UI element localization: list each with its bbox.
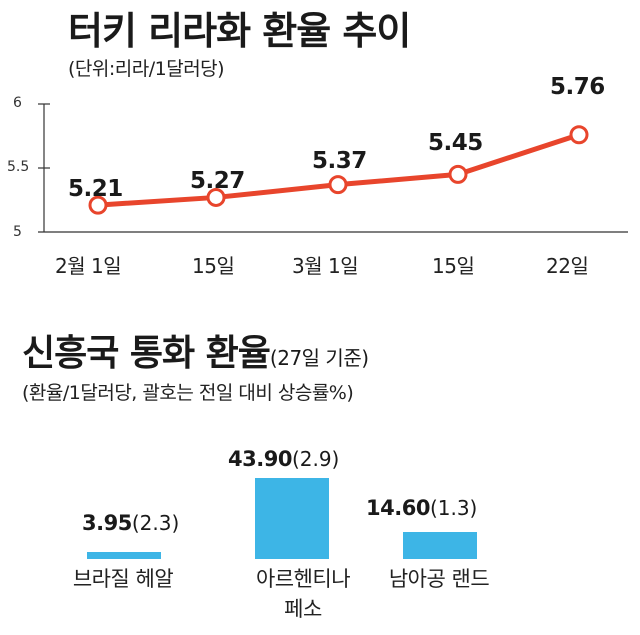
bar [403, 532, 477, 559]
data-point [328, 175, 348, 195]
bar-value: 14.60 [366, 496, 430, 520]
bar-value-label: 3.95(2.3) [82, 511, 179, 535]
bar-chart-basis: (27일 기준) [269, 346, 369, 370]
data-point [206, 187, 226, 207]
bar [87, 551, 161, 559]
data-point [88, 195, 108, 215]
category-line: 아르헨티나 [255, 567, 351, 591]
bar-category-label: 브라질 헤알 [40, 564, 206, 594]
bar-value: 3.95 [82, 511, 132, 535]
category-line: 페소 [284, 597, 322, 621]
category-line: 남아공 랜드 [388, 567, 490, 591]
bar-category-label: 아르헨티나 페소 [220, 564, 386, 624]
bar-chart-title: 신흥국 통화 환율(27일 기준) [22, 324, 369, 376]
y-tick-label: 6 [13, 95, 22, 111]
line-chart-title: 터키 리라화 환율 추이 [68, 9, 411, 53]
x-tick-label: 3월 1일 [292, 254, 359, 278]
x-tick-label: 15일 [192, 254, 235, 278]
bar-value: 43.90 [228, 447, 292, 471]
bar-category-label: 남아공 랜드 [356, 564, 522, 594]
bar-change: (2.3) [131, 511, 180, 535]
data-label: 5.45 [428, 130, 483, 156]
x-tick-label: 15일 [432, 254, 475, 278]
y-tick-label: 5.5 [7, 159, 30, 175]
data-point [569, 125, 589, 145]
x-tick-label: 2월 1일 [55, 254, 122, 278]
data-label: 5.27 [190, 168, 245, 194]
bar-chart-title-text: 신흥국 통화 환율 [22, 333, 271, 374]
data-label: 5.21 [68, 176, 123, 202]
bar-value-label: 43.90(2.9) [228, 447, 339, 471]
data-label: 5.37 [312, 148, 367, 174]
bar [255, 478, 329, 559]
bar-change: (2.9) [291, 447, 340, 471]
bar-value-label: 14.60(1.3) [366, 496, 477, 520]
x-tick-label: 22일 [546, 254, 589, 278]
category-line: 브라질 헤알 [72, 567, 174, 591]
bar-change: (1.3) [429, 496, 478, 520]
bar-chart-unit: (환율/1달러당, 괄호는 전일 대비 상승률%) [22, 382, 354, 404]
line-chart-unit: (단위:리라/1달러당) [68, 58, 225, 80]
data-label: 5.76 [550, 74, 605, 100]
y-tick-label: 5 [13, 224, 22, 240]
data-point [448, 164, 468, 184]
